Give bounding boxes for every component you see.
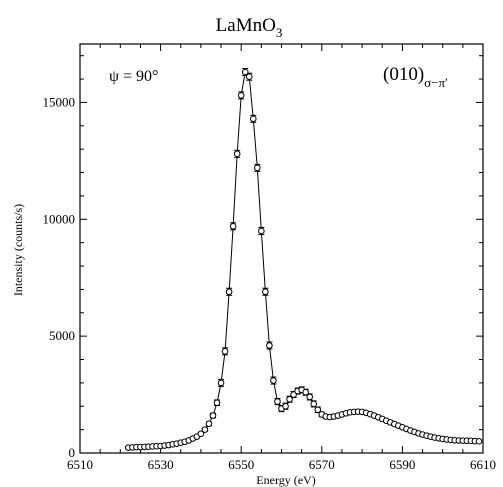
x-tick-label: 6510: [67, 457, 93, 472]
data-point: [209, 412, 217, 419]
data-point: [254, 164, 261, 172]
data-point: [233, 150, 241, 158]
data-point: [201, 426, 209, 433]
data-point: [274, 398, 281, 405]
data-point: [241, 68, 249, 76]
data-point: [266, 342, 273, 349]
y-tick-label: 10000: [43, 211, 76, 226]
x-tick-label: 6550: [228, 457, 254, 472]
data-point: [205, 420, 213, 428]
data-point: [213, 399, 221, 407]
data-point: [258, 227, 265, 235]
plot-frame: [79, 43, 484, 454]
x-tick-label: 6610: [470, 457, 496, 472]
data-point: [245, 73, 253, 81]
data-point: [229, 222, 237, 230]
y-tick-label: 0: [69, 445, 76, 460]
reflection-subscript: σ−π′: [424, 75, 448, 90]
data-point: [217, 379, 225, 387]
data-point: [237, 92, 245, 99]
angle-annotation: ψ = 90°: [109, 68, 158, 85]
chart-title-main: LaMnO: [216, 15, 276, 36]
data-point: [197, 430, 205, 438]
data-point: [306, 393, 314, 401]
y-axis-label: Intensity (counts/s): [11, 204, 25, 296]
data-point: [262, 288, 269, 296]
reflection-annotation: (010)σ−π′: [383, 64, 448, 90]
x-axis: 6510 6530 6550 6570 6590 6610: [67, 44, 496, 472]
data-point: [314, 406, 322, 414]
data-point: [221, 348, 229, 355]
chart-title: LaMnO3: [216, 15, 283, 40]
x-tick-label: 6590: [389, 457, 415, 472]
x-tick-label: 6530: [148, 457, 174, 472]
y-tick-label: 5000: [49, 328, 75, 343]
data-point: [225, 288, 233, 296]
data-point: [302, 388, 309, 396]
data-point-group: [125, 68, 483, 451]
data-point: [249, 115, 257, 123]
data-point: [475, 438, 483, 445]
x-axis-label: Energy (eV): [256, 473, 315, 487]
data-point: [286, 395, 293, 403]
chart-title-subscript: 3: [276, 25, 283, 40]
data-point: [282, 402, 289, 410]
data-point: [310, 400, 318, 408]
y-tick-label: 15000: [43, 94, 76, 109]
reflection-main: (010): [383, 64, 424, 85]
data-point: [270, 377, 277, 384]
y-axis: 0 5000 10000 15000: [43, 55, 483, 460]
data-point: [290, 391, 297, 398]
x-tick-label: 6570: [309, 457, 335, 472]
